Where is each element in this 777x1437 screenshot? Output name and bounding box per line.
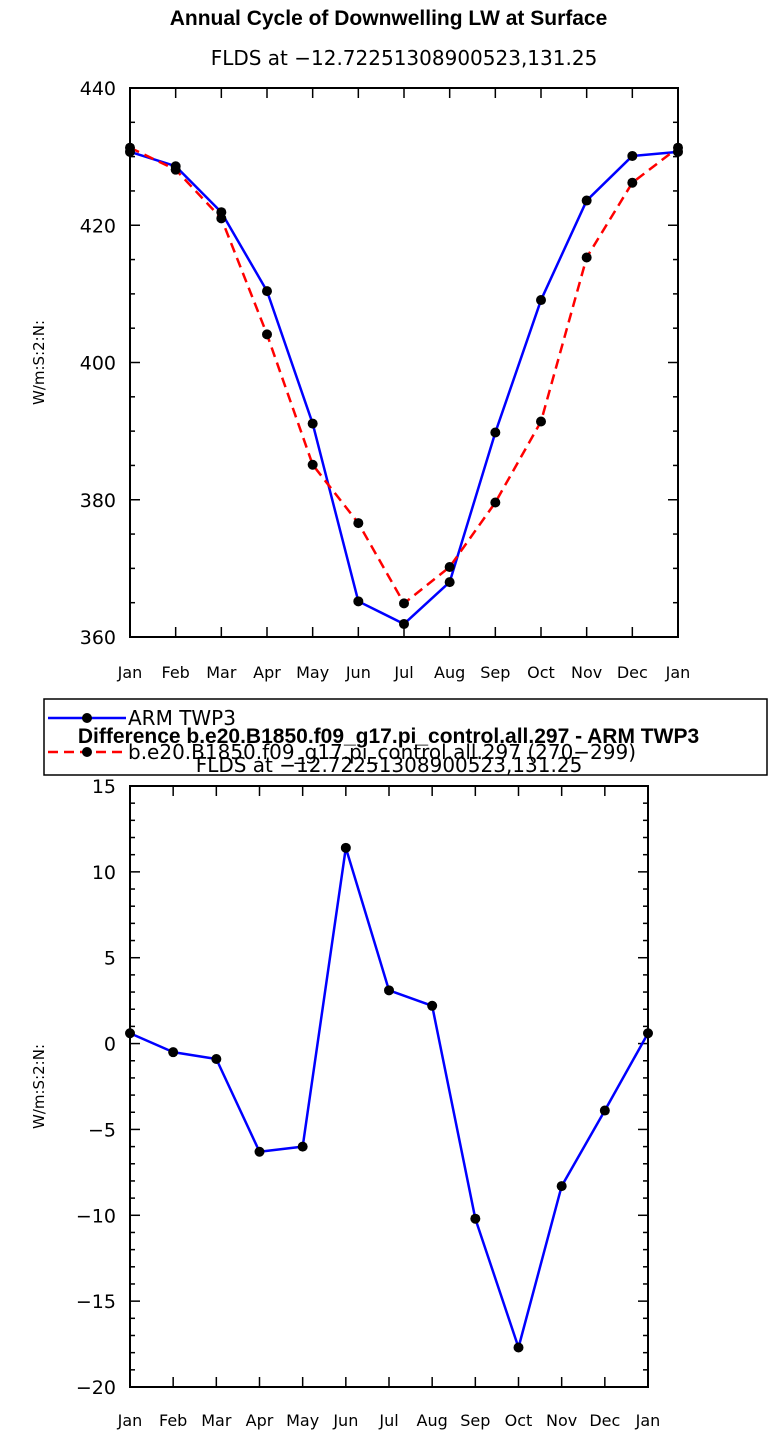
- x-tick-label: Nov: [546, 1411, 577, 1430]
- x-tick-label: Mar: [206, 663, 237, 682]
- data-point-series-0: [490, 427, 501, 438]
- x-tick-label: Jan: [635, 1411, 661, 1430]
- data-point-series-1: [673, 142, 683, 153]
- x-tick-label: Nov: [571, 663, 602, 682]
- x-tick-label: Aug: [417, 1411, 448, 1430]
- x-tick-label: Sep: [480, 663, 510, 682]
- y-tick-label: 380: [80, 490, 116, 512]
- data-point-series-1: [170, 164, 181, 175]
- data-point-series-0: [211, 1054, 222, 1065]
- series-line-0: [129, 150, 679, 626]
- legend-marker-0: [82, 713, 92, 723]
- x-tick-label: Sep: [460, 1411, 490, 1430]
- y-tick-label: 440: [80, 78, 116, 100]
- x-tick-label: Apr: [253, 663, 281, 682]
- x-tick-label: Jan: [117, 663, 143, 682]
- y-tick-label: 10: [92, 862, 116, 884]
- x-tick-label: Jul: [393, 663, 413, 682]
- x-tick-label: Oct: [505, 1411, 533, 1430]
- data-point-series-0: [470, 1213, 481, 1224]
- data-point-series-0: [513, 1342, 524, 1353]
- y-tick-label: 15: [92, 776, 116, 798]
- chart-subtitle: FLDS at −12.72251308900523,131.25: [211, 46, 598, 70]
- y-tick-label: −20: [76, 1377, 116, 1399]
- y-tick-label: −10: [76, 1205, 116, 1227]
- x-tick-label: Jun: [345, 663, 371, 682]
- data-point-series-0: [581, 195, 592, 206]
- data-point-series-0: [427, 1000, 438, 1011]
- y-tick-label: −5: [88, 1119, 116, 1141]
- data-point-series-0: [384, 985, 394, 996]
- data-point-series-0: [254, 1146, 265, 1157]
- x-tick-label: Oct: [527, 663, 555, 682]
- data-point-series-1: [307, 459, 318, 470]
- data-point-series-0: [262, 286, 272, 297]
- y-tick-label: 5: [104, 948, 116, 970]
- chart-title: Annual Cycle of Downwelling LW at Surfac…: [170, 7, 608, 30]
- data-point-series-0: [627, 150, 638, 161]
- legend-box: [43, 698, 768, 776]
- data-point-series-0: [444, 577, 455, 588]
- y-tick-label: 0: [104, 1034, 116, 1056]
- data-point-series-0: [353, 596, 364, 607]
- legend-entry-1: b.e20.B1850.f09_g17.pi_control.all.297 (…: [128, 740, 636, 764]
- data-point-series-0: [399, 618, 409, 629]
- y-tick-label: 420: [80, 215, 116, 237]
- x-tick-label: May: [286, 1411, 319, 1430]
- y-tick-label: −15: [76, 1291, 116, 1313]
- x-tick-label: Jun: [332, 1411, 358, 1430]
- series-line-0: [129, 846, 650, 1349]
- plot-frame: [129, 785, 649, 1388]
- x-tick-label: May: [296, 663, 329, 682]
- data-point-series-0: [125, 1028, 135, 1039]
- x-tick-label: Jan: [117, 1411, 143, 1430]
- x-tick-label: Feb: [159, 1411, 187, 1430]
- x-tick-label: Jan: [665, 663, 691, 682]
- data-point-series-0: [643, 1028, 653, 1039]
- x-tick-label: Jul: [378, 1411, 398, 1430]
- x-tick-label: Aug: [434, 663, 465, 682]
- x-tick-label: Dec: [589, 1411, 620, 1430]
- data-point-series-1: [399, 598, 409, 609]
- x-tick-label: Mar: [201, 1411, 232, 1430]
- plot-frame: [129, 87, 679, 638]
- y-tick-label: 360: [80, 627, 116, 649]
- data-point-series-1: [490, 497, 501, 508]
- x-tick-label: Dec: [617, 663, 648, 682]
- data-point-series-1: [216, 213, 227, 224]
- data-point-series-0: [340, 842, 351, 853]
- legend-entry-0: ARM TWP3: [128, 706, 236, 730]
- data-point-series-1: [627, 177, 638, 188]
- data-point-series-0: [556, 1181, 567, 1192]
- x-tick-label: Apr: [246, 1411, 274, 1430]
- legend-marker-1: [82, 747, 92, 757]
- data-point-series-1: [353, 518, 364, 529]
- data-point-series-1: [262, 329, 272, 340]
- data-point-series-0: [599, 1105, 610, 1116]
- data-point-series-0: [168, 1047, 179, 1058]
- x-tick-label: Feb: [162, 663, 190, 682]
- data-point-series-0: [297, 1141, 308, 1152]
- y-axis-label: W/m:S:2:N:: [30, 1044, 48, 1129]
- chart-subtitle: FLDS at −12.72251308900523,131.25: [196, 753, 583, 777]
- data-point-series-1: [125, 142, 135, 153]
- data-point-series-0: [307, 418, 318, 429]
- data-point-series-1: [536, 416, 546, 427]
- chart-title: Difference b.e20.B1850.f09_g17.pi_contro…: [78, 725, 699, 748]
- y-tick-label: 400: [80, 353, 116, 375]
- data-point-series-1: [581, 252, 592, 263]
- series-line-1: [129, 146, 679, 605]
- data-point-series-0: [536, 295, 546, 306]
- data-point-series-1: [444, 562, 455, 573]
- y-axis-label: W/m:S:2:N:: [30, 320, 48, 405]
